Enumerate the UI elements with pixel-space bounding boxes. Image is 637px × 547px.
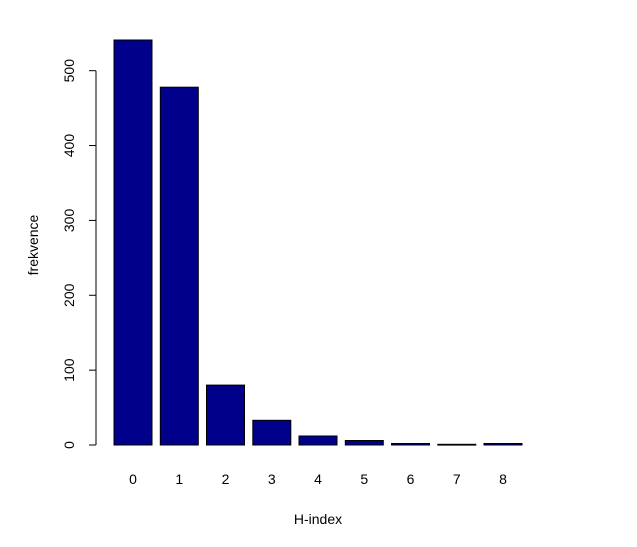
y-tick-label-0: 0 <box>61 441 77 449</box>
x-tick-label-4: 4 <box>314 471 322 487</box>
bars-group <box>113 39 523 446</box>
x-tick-labels: 0 1 2 3 4 5 6 7 8 <box>129 471 507 487</box>
y-tick-label-500: 500 <box>61 59 77 83</box>
bar-3 <box>252 419 292 446</box>
x-tick-label-0: 0 <box>129 471 137 487</box>
y-tick-label-200: 200 <box>61 283 77 307</box>
bar-0 <box>113 39 153 446</box>
y-tick-label-100: 100 <box>61 358 77 382</box>
bar-6 <box>391 443 430 446</box>
x-tick-label-5: 5 <box>360 471 368 487</box>
y-axis-label: frekvence <box>25 214 41 275</box>
x-tick-label-3: 3 <box>268 471 276 487</box>
bar-2 <box>206 384 245 446</box>
x-tick-label-7: 7 <box>453 471 461 487</box>
bar-8 <box>483 443 523 446</box>
x-tick-label-1: 1 <box>175 471 183 487</box>
y-axis: 0 100 200 300 400 500 <box>61 59 97 449</box>
bar-5 <box>344 440 384 446</box>
x-tick-label-2: 2 <box>222 471 230 487</box>
y-tick-label-300: 300 <box>61 209 77 233</box>
bar-4 <box>298 435 338 446</box>
x-axis-label: H-index <box>294 511 342 527</box>
x-tick-label-6: 6 <box>407 471 415 487</box>
bar-1 <box>159 86 199 446</box>
bar-7 <box>437 443 477 446</box>
y-tick-label-400: 400 <box>61 134 77 158</box>
x-tick-label-8: 8 <box>499 471 507 487</box>
